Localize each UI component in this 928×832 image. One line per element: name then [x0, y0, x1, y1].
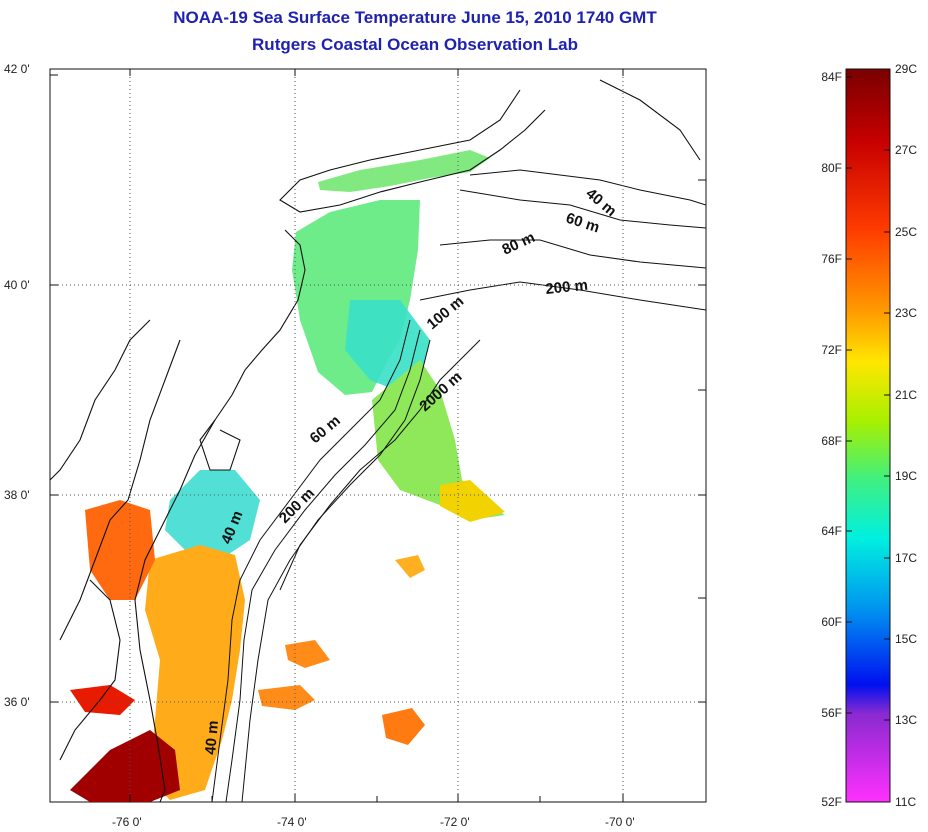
cb-f-60: 60F — [821, 615, 842, 629]
lon-tick-72: -72 0' — [440, 815, 470, 829]
colorbar-ticks — [846, 68, 890, 721]
lat-tick-38: 38 0' — [4, 488, 30, 502]
cb-c-29: 29C — [895, 62, 917, 76]
cb-f-76: 76F — [821, 252, 842, 266]
sst-patch-delmarva — [165, 470, 260, 560]
sst-patch-cyan-mid — [345, 300, 430, 390]
colorbar — [845, 68, 891, 803]
sst-patch-nc-red — [70, 685, 135, 715]
cb-f-52: 52F — [821, 795, 842, 809]
sst-patch-offshore-1 — [285, 640, 330, 668]
map-title: NOAA-19 Sea Surface Temperature June 15,… — [173, 8, 657, 27]
cb-c-17: 17C — [895, 551, 917, 565]
lat-tick-42: 42 0' — [4, 62, 30, 76]
isobaths — [211, 169, 706, 802]
depth-label-40m-south: 40 m — [202, 720, 222, 756]
cb-f-72: 72F — [821, 343, 842, 357]
map-subtitle: Rutgers Coastal Ocean Observation Lab — [252, 35, 578, 54]
sst-patch-offshore-3 — [382, 708, 425, 745]
lon-tick-74: -74 0' — [277, 815, 307, 829]
sst-patch-north — [318, 150, 490, 192]
lon-tick-76: -76 0' — [112, 815, 142, 829]
lon-tick-70: -70 0' — [605, 815, 635, 829]
cb-c-21: 21C — [895, 388, 917, 402]
sst-patch-yellow-tip — [440, 480, 505, 522]
sst-patch-pamlico — [70, 730, 180, 802]
cb-c-25: 25C — [895, 225, 917, 239]
sst-patch-offshore-2 — [258, 685, 315, 710]
cb-c-23: 23C — [895, 306, 917, 320]
cb-f-64: 64F — [821, 524, 842, 538]
cb-c-11: 11C — [895, 795, 916, 809]
graticule — [50, 69, 706, 802]
cb-f-68: 68F — [821, 434, 842, 448]
sst-patch-offshore-4 — [395, 555, 425, 578]
lat-tick-40: 40 0' — [4, 278, 30, 292]
depth-label-200m-north: 200 m — [545, 277, 589, 298]
cb-f-80: 80F — [821, 161, 842, 175]
coastline — [50, 79, 701, 802]
lat-tick-36: 36 0' — [4, 695, 30, 709]
cb-c-27: 27C — [895, 143, 917, 157]
sst-patch-chesapeake — [85, 500, 155, 600]
cb-f-56: 56F — [821, 706, 842, 720]
tick-marks — [50, 69, 706, 802]
cb-c-13: 13C — [895, 713, 917, 727]
sst-patch-offshore-green — [372, 360, 505, 520]
cb-c-15: 15C — [895, 632, 917, 646]
cb-f-84: 84F — [821, 70, 842, 84]
cb-c-19: 19C — [895, 469, 917, 483]
